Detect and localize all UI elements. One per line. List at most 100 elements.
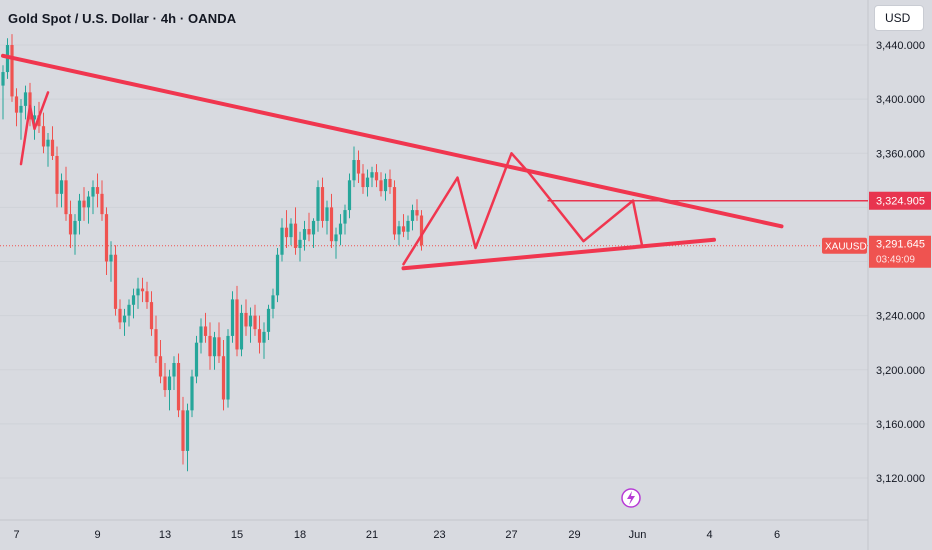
candle-body bbox=[203, 326, 208, 336]
x-tick-label: 15 bbox=[231, 529, 243, 541]
candle-body bbox=[163, 376, 167, 391]
zigzag-pattern[interactable] bbox=[402, 152, 644, 266]
x-tick-label: 9 bbox=[94, 529, 100, 541]
candle-body bbox=[275, 254, 280, 296]
upper-trendline[interactable] bbox=[1, 53, 784, 229]
symbol-label: XAUUSD bbox=[825, 242, 867, 253]
candle-body bbox=[248, 315, 253, 327]
candle-body bbox=[131, 295, 136, 305]
x-tick-label: Jun bbox=[629, 529, 647, 541]
last-price-text: 3,291.645 bbox=[876, 239, 925, 251]
candle-body bbox=[37, 115, 41, 127]
candle-body bbox=[334, 234, 338, 242]
x-tick-label: 7 bbox=[13, 529, 19, 541]
candle-body bbox=[14, 96, 19, 113]
candle-body bbox=[190, 376, 194, 411]
x-tick-label: 21 bbox=[366, 529, 378, 541]
y-tick-label: 3,160.000 bbox=[876, 419, 925, 431]
currency-button[interactable]: USD bbox=[874, 5, 924, 31]
candle-body bbox=[46, 139, 50, 147]
candle-body bbox=[311, 220, 316, 235]
candle-body bbox=[136, 288, 140, 296]
candle-body bbox=[392, 187, 397, 235]
candle-body bbox=[253, 315, 257, 330]
x-tick-label: 6 bbox=[774, 529, 780, 541]
candle-body bbox=[244, 312, 248, 327]
y-tick-label: 3,400.000 bbox=[876, 94, 925, 106]
x-tick-label: 4 bbox=[706, 529, 712, 541]
candle-body bbox=[302, 229, 307, 240]
candle-body bbox=[316, 187, 320, 221]
candle-body bbox=[325, 207, 329, 221]
candle-body bbox=[284, 227, 289, 238]
candle-body bbox=[397, 226, 401, 235]
candle-body bbox=[109, 254, 113, 262]
x-tick-label: 13 bbox=[159, 529, 171, 541]
y-tick-label: 3,440.000 bbox=[876, 40, 925, 52]
candle-body bbox=[212, 337, 217, 357]
candle-body bbox=[230, 299, 235, 336]
candle-body bbox=[167, 376, 172, 391]
candle-body bbox=[280, 227, 284, 255]
candle-body bbox=[217, 337, 221, 357]
candle-body bbox=[149, 302, 154, 330]
candle-body bbox=[406, 220, 410, 232]
candle-body bbox=[145, 291, 149, 303]
y-tick-label: 3,200.000 bbox=[876, 365, 925, 377]
candle-body bbox=[19, 105, 23, 113]
candle-body bbox=[338, 223, 343, 235]
y-tick-label: 3,360.000 bbox=[876, 148, 925, 160]
candle-body bbox=[77, 200, 82, 221]
y-tick-label: 3,240.000 bbox=[876, 311, 925, 323]
resistance-price-text: 3,324.905 bbox=[876, 196, 925, 208]
candle-body bbox=[32, 115, 37, 120]
candle-body bbox=[194, 342, 199, 377]
candle-body bbox=[361, 173, 365, 188]
candle-body bbox=[388, 178, 392, 188]
candle-body bbox=[415, 210, 419, 216]
chart-title: Gold Spot / U.S. Dollar · 4h · OANDA bbox=[8, 11, 237, 26]
resistance-price-label bbox=[869, 191, 931, 210]
candle-body bbox=[158, 356, 163, 377]
candle-body bbox=[199, 326, 203, 343]
candle-body bbox=[104, 214, 109, 262]
lower-trendline[interactable] bbox=[401, 237, 716, 271]
candle-body bbox=[239, 312, 244, 350]
candle-body bbox=[95, 187, 100, 194]
candle-body bbox=[320, 187, 325, 221]
candle-body bbox=[64, 180, 68, 215]
candle-body bbox=[262, 331, 266, 343]
candle-body bbox=[307, 229, 311, 235]
candle-body bbox=[1, 72, 5, 86]
y-tick-label: 3,120.000 bbox=[876, 473, 925, 485]
bar-countdown-text: 03:49:09 bbox=[876, 255, 915, 266]
candle-body bbox=[401, 226, 406, 232]
left-annotation-mark[interactable] bbox=[19, 91, 50, 166]
candle-body bbox=[374, 172, 379, 181]
candle-body bbox=[293, 223, 298, 248]
candle-body bbox=[50, 139, 55, 156]
candle-body bbox=[82, 200, 86, 208]
candle-body bbox=[365, 177, 370, 188]
lightning-bolt-icon bbox=[627, 491, 635, 505]
candle-body bbox=[266, 308, 271, 332]
symbol-label-box bbox=[822, 237, 867, 254]
candle-body bbox=[329, 207, 334, 242]
candle-body bbox=[122, 315, 127, 323]
candle-body bbox=[352, 160, 356, 181]
candle-body bbox=[172, 362, 176, 377]
candle-body bbox=[140, 288, 145, 292]
candle-body bbox=[271, 295, 275, 309]
x-tick-label: 18 bbox=[294, 529, 306, 541]
candle-body bbox=[176, 362, 181, 411]
candle-body bbox=[154, 329, 158, 357]
candle-body bbox=[383, 178, 388, 192]
candle-body bbox=[419, 215, 424, 246]
candle-body bbox=[118, 308, 122, 323]
candle-body bbox=[181, 410, 185, 451]
candle-body bbox=[343, 210, 347, 224]
candle-body bbox=[91, 187, 95, 197]
x-tick-label: 29 bbox=[568, 529, 580, 541]
candle-body bbox=[68, 214, 73, 235]
